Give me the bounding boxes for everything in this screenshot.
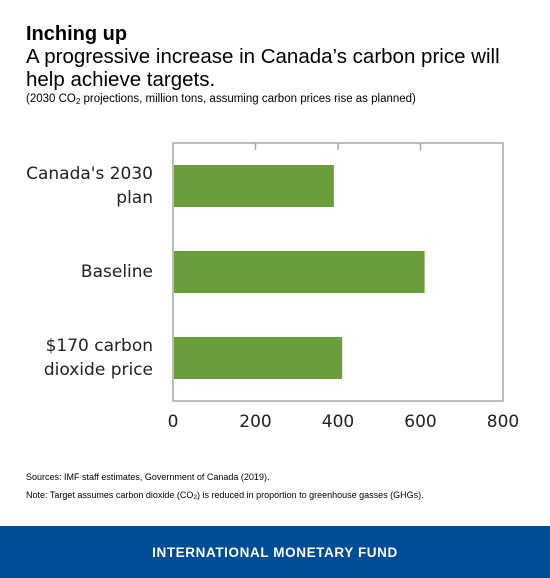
chart-subtitle: (2030 CO2 projections, million tons, ass… bbox=[26, 92, 416, 109]
subtitle-text-end: projections, million tons, assuming carb… bbox=[80, 93, 416, 105]
chart-headline: A progressive increase in Canada’s carbo… bbox=[26, 45, 500, 91]
footnote-text-start: Note: Target assumes carbon dioxide (CO bbox=[26, 490, 194, 500]
source-note: Sources: IMF staff estimates, Government… bbox=[26, 472, 270, 482]
footer-brand: INTERNATIONAL MONETARY FUND bbox=[152, 544, 398, 560]
subtitle-subscript: 2 bbox=[75, 97, 81, 106]
bar bbox=[174, 251, 425, 293]
chart-kicker: Inching up bbox=[26, 23, 128, 45]
bar bbox=[174, 165, 334, 207]
footnote: Note: Target assumes carbon dioxide (CO2… bbox=[26, 489, 424, 504]
bar-chart: Canada's 2030 plan Baseline $170 carbon diox… bbox=[26, 142, 519, 432]
footnote-text-end: ) is reduced in proportion to greenhouse… bbox=[197, 490, 424, 500]
category-label: dioxide price bbox=[44, 360, 153, 380]
x-tick-label: 0 bbox=[168, 412, 179, 432]
x-tick-label: 200 bbox=[239, 412, 271, 432]
x-tick-label: 400 bbox=[322, 412, 354, 432]
footnote-subscript: 2 bbox=[193, 494, 198, 501]
category-label: Baseline bbox=[81, 262, 153, 282]
category-label: Canada's 2030 bbox=[26, 164, 153, 184]
category-label: $170 carbon bbox=[46, 336, 153, 356]
x-tick-label: 600 bbox=[404, 412, 436, 432]
footer-bar: INTERNATIONAL MONETARY FUND bbox=[0, 526, 550, 578]
bar bbox=[174, 337, 343, 379]
subtitle-text-start: (2030 CO bbox=[26, 93, 76, 105]
category-label: plan bbox=[116, 188, 153, 208]
x-tick-label: 800 bbox=[487, 412, 519, 432]
